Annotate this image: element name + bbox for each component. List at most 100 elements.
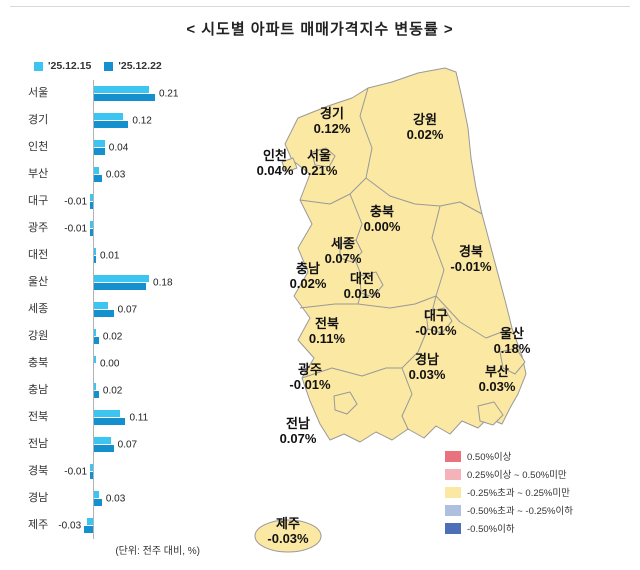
legend-label: 0.25%이상 ~ 0.50%미만 — [467, 470, 567, 481]
map-region-label: 충남 0.02% — [290, 261, 327, 291]
map-legend-row: 0.50%이상 — [445, 449, 573, 463]
bar-series2 — [93, 256, 96, 263]
bar-group: 0.01 — [55, 242, 238, 269]
bar-group: -0.03 — [55, 512, 238, 539]
region-name: 세종 — [331, 236, 355, 251]
bar-row: 제주 -0.03 — [28, 512, 238, 539]
bar-series2 — [93, 175, 102, 182]
region-name: 경북 — [459, 244, 483, 259]
value-label: -0.03 — [58, 520, 82, 531]
region-value: 0.02% — [406, 127, 444, 142]
bar-series2 — [93, 310, 114, 317]
bar-series2 — [93, 121, 129, 128]
bar-series2 — [93, 391, 99, 398]
bar-row: 경북 -0.01 — [28, 458, 238, 485]
series1-label: '25.12.15 — [48, 60, 92, 72]
value-label: 0.18 — [153, 277, 173, 288]
value-label: 0.03 — [105, 493, 126, 504]
region-name: 대구 — [424, 308, 448, 323]
bar-series2 — [90, 202, 93, 209]
legend-label: 0.50%이상 — [467, 452, 512, 463]
bar-row: 광주 -0.01 — [28, 215, 238, 242]
region-name: 강원 — [413, 112, 437, 127]
korea-map — [254, 67, 527, 553]
bar-row: 경남 0.03 — [28, 485, 238, 512]
page-title: < 시도별 아파트 매매가격지수 변동률 > — [186, 21, 454, 38]
bar-chart: 서울 0.21 경기 0.12 인천 0.04 부산 0.03 대구 -0.01 광주 -0.01 대전… — [28, 80, 238, 539]
legend-swatch-icon — [445, 450, 461, 462]
value-label: -0.01 — [64, 196, 88, 207]
top-divider — [10, 6, 630, 7]
map-region-label: 광주 -0.01% — [289, 362, 330, 392]
category-label: 충북 — [28, 357, 49, 369]
bar-series2 — [93, 418, 126, 425]
region-value: 0.21% — [300, 163, 338, 178]
region-value: 0.02% — [289, 276, 327, 291]
region-value: 0.03% — [478, 379, 516, 394]
bar-series2 — [93, 94, 155, 101]
bar-row: 강원 0.02 — [28, 323, 238, 350]
value-label: 0.21 — [158, 88, 179, 99]
region-value: -0.01% — [415, 323, 457, 338]
bar-row: 경기 0.12 — [28, 107, 238, 134]
bar-group: 0.03 — [55, 161, 238, 188]
bar-row: 세종 0.07 — [28, 296, 238, 323]
bar-series1 — [93, 302, 108, 309]
region-value: -0.03% — [267, 531, 309, 546]
bar-row: 대구 -0.01 — [28, 188, 238, 215]
bar-group: 0.12 — [55, 107, 238, 134]
region-name: 경남 — [415, 352, 439, 367]
map-region-label: 서울 0.21% — [301, 148, 338, 178]
map-region-label: 제주 -0.03% — [267, 516, 308, 546]
legend-label: -0.50%이하 — [467, 524, 515, 535]
region-name: 제주 — [276, 516, 300, 531]
map-region-label: 인천 0.04% — [257, 148, 294, 178]
category-label: 경북 — [28, 465, 49, 477]
bar-group: 0.02 — [55, 377, 238, 404]
category-label: 경남 — [28, 492, 49, 504]
map-legend-row: 0.25%이상 ~ 0.50%미만 — [445, 467, 573, 481]
map-region-label: 경북 -0.01% — [450, 244, 491, 274]
region-value: -0.01% — [450, 259, 492, 274]
bar-group: -0.01 — [55, 215, 238, 242]
value-label: -0.01 — [64, 223, 88, 234]
chart-legend: '25.12.15 '25.12.22 — [34, 59, 238, 73]
region-name: 전남 — [286, 416, 310, 431]
bar-series1 — [93, 329, 96, 336]
legend-swatch-icon — [445, 486, 461, 498]
category-label: 광주 — [28, 222, 49, 234]
category-label: 강원 — [28, 330, 49, 342]
region-value: 0.01% — [343, 286, 381, 301]
map-region-label: 경남 0.03% — [409, 352, 446, 382]
map-region-label: 대전 0.01% — [344, 271, 381, 301]
category-label: 대전 — [28, 249, 49, 261]
map-region-label: 대구 -0.01% — [415, 308, 456, 338]
map-legend-row: -0.50%초과 ~ -0.25%이하 — [445, 503, 573, 517]
bar-group: 0.07 — [55, 431, 238, 458]
bar-group: -0.01 — [55, 458, 238, 485]
category-label: 전북 — [28, 411, 49, 423]
value-label: 0.12 — [132, 115, 152, 126]
bar-row: 충남 0.02 — [28, 377, 238, 404]
legend-swatch-icon — [445, 504, 461, 516]
map-region-label: 전북 0.11% — [309, 316, 345, 346]
city-boundaries — [281, 147, 526, 426]
bar-row: 충북 0.00 — [28, 350, 238, 377]
region-name: 광주 — [298, 362, 322, 377]
region-value: 0.07% — [324, 251, 362, 266]
bar-group: 0.21 — [55, 80, 238, 107]
region-name: 대전 — [350, 271, 374, 286]
map-region-label: 부산 0.03% — [479, 364, 516, 394]
value-label: 0.07 — [117, 439, 138, 450]
category-label: 세종 — [28, 303, 49, 315]
map-legend-row: -0.50%이하 — [445, 521, 573, 535]
bar-series1 — [93, 140, 105, 147]
region-name: 인천 — [263, 148, 287, 163]
bar-series1 — [90, 194, 93, 201]
bar-series1 — [90, 464, 93, 471]
content: '25.12.15 '25.12.22 서울 0.21 경기 0.12 인천 0.04 부산… — [0, 49, 640, 561]
region-name: 부산 — [485, 364, 509, 379]
value-label: 0.03 — [105, 169, 126, 180]
map-legend: 0.50%이상 0.25%이상 ~ 0.50%미만 -0.25%초과 ~ 0.25%… — [445, 449, 573, 539]
map-region-label: 강원 0.02% — [407, 112, 444, 142]
